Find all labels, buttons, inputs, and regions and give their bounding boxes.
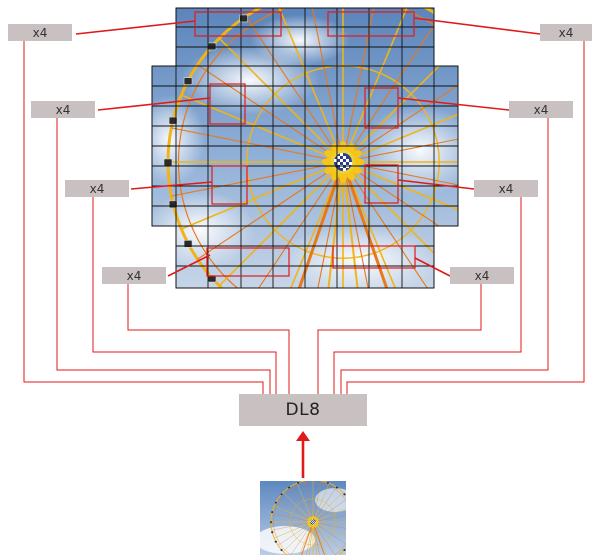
region-upper-left — [209, 83, 246, 125]
highlighted-regions — [194, 11, 416, 277]
x4-box-left-4: x4 — [102, 267, 166, 284]
region-middle-right — [364, 164, 399, 204]
connectors — [23, 17, 585, 394]
region-top-left — [194, 11, 282, 37]
region-upper-right — [364, 87, 399, 129]
region-middle-left — [211, 165, 248, 205]
x4-box-left-2: x4 — [31, 101, 95, 118]
x4-box-right-1: x4 — [540, 24, 592, 41]
input-image — [260, 481, 346, 555]
input-arrow — [296, 431, 310, 478]
region-top-right — [327, 11, 415, 37]
tile-grid — [151, 7, 459, 289]
x4-box-right-4: x4 — [450, 267, 514, 284]
x4-box-left-1: x4 — [8, 24, 72, 41]
region-bottom-left — [206, 247, 290, 277]
x4-box-right-2: x4 — [509, 101, 573, 118]
x4-box-left-3: x4 — [65, 180, 129, 197]
x4-box-right-3: x4 — [474, 180, 538, 197]
region-bottom-right — [332, 245, 416, 269]
ferris-wheel-mosaic — [152, 8, 458, 288]
dl8-block: DL8 — [239, 394, 367, 426]
